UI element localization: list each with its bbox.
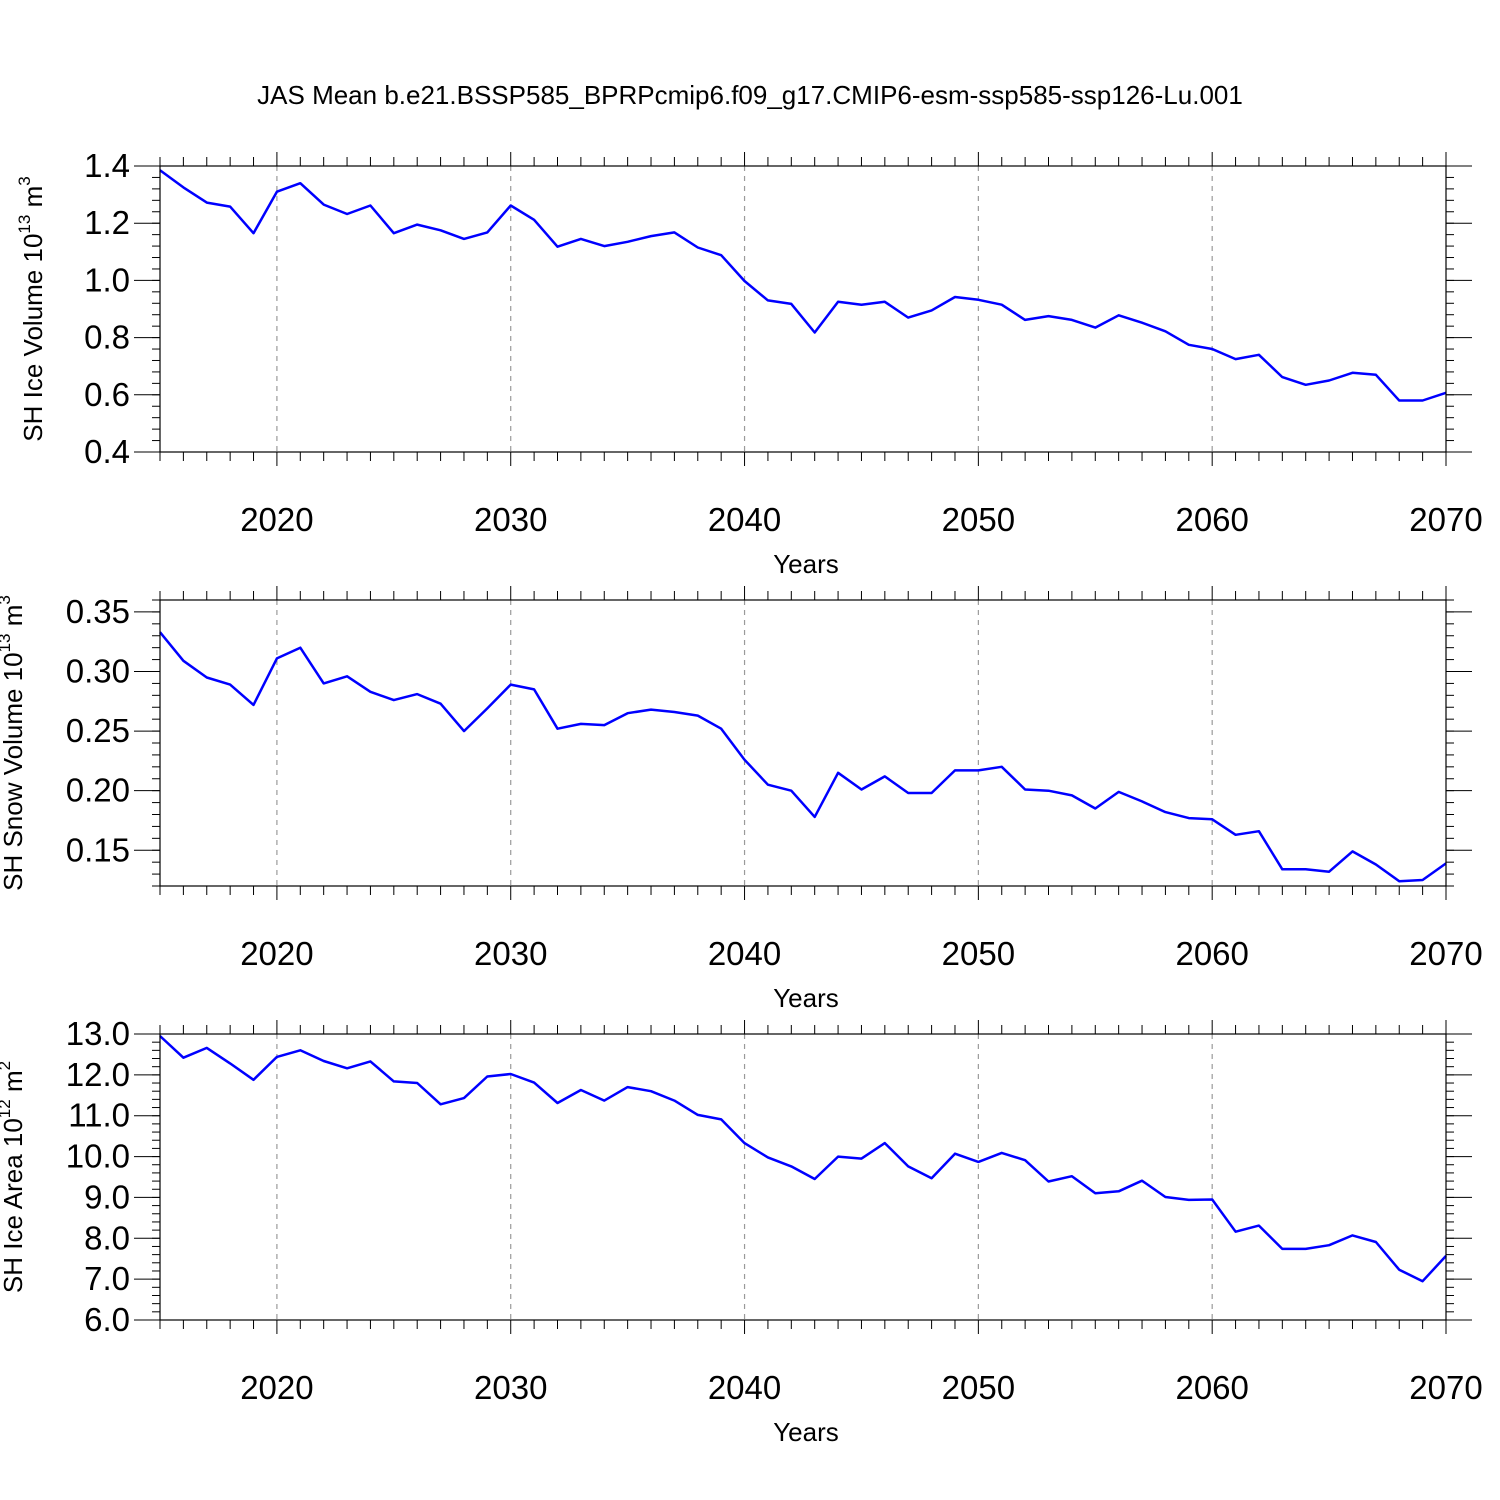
- x-tick-label: 2030: [474, 501, 547, 538]
- y-tick-label: 13.0: [66, 1015, 130, 1052]
- plot-frame: [159, 1033, 1447, 1321]
- panel-ice-volume: 0.4 0.6 0.8 1.0 1.2 1.4 2020 2030 2040 2050 2060 2…: [15, 147, 1483, 579]
- y-tick-label: 1.0: [84, 261, 130, 298]
- y-label-main: SH Ice Area 10: [0, 1118, 28, 1293]
- y-tick-label: 0.15: [66, 831, 130, 868]
- series-line: [159, 169, 1447, 402]
- x-axis-label: Years: [773, 549, 839, 579]
- y-label-unit: m: [0, 605, 28, 634]
- x-tick-label: 2040: [708, 501, 781, 538]
- x-tick-label: 2070: [1409, 935, 1482, 972]
- y-tick-label: 0.30: [66, 653, 130, 690]
- y-label-unit-exponent: 3: [15, 176, 34, 185]
- plot-frame: [159, 165, 1447, 453]
- x-tick-label: 2060: [1175, 935, 1248, 972]
- x-tick-label: 2030: [474, 1369, 547, 1406]
- y-label-exponent: 13: [0, 633, 14, 652]
- y-label-main: SH Ice Volume 10: [18, 234, 48, 442]
- x-tick-label: 2050: [942, 1369, 1015, 1406]
- chart-title: JAS Mean b.e21.BSSP585_BPRPcmip6.f09_g17…: [257, 80, 1243, 110]
- y-tick-label: 0.4: [84, 433, 130, 470]
- x-tick-label: 2040: [708, 1369, 781, 1406]
- y-tick-label: 1.4: [84, 147, 130, 184]
- y-tick-label: 0.35: [66, 593, 130, 630]
- y-label-unit: m: [0, 1070, 28, 1099]
- panel-ice-area: 6.0 7.0 8.0 9.010.0 11.0 12.0 13.0 2020 2030 204…: [0, 1015, 1483, 1447]
- y-axis-label: SH Snow Volume 1013 m3: [0, 595, 28, 891]
- y-label-exponent: 13: [15, 215, 34, 234]
- y-axis-label: SH Ice Area 1012 m2: [0, 1061, 28, 1293]
- y-tick-label: 0.8: [84, 319, 130, 356]
- x-tick-label: 2050: [942, 501, 1015, 538]
- x-axis-label: Years: [773, 1417, 839, 1447]
- y-axis-label: SH Ice Volume 1013 m3: [15, 176, 48, 441]
- x-tick-label: 2050: [942, 935, 1015, 972]
- y-tick-label: 11.0: [68, 1097, 130, 1134]
- y-label-unit-exponent: 3: [0, 595, 14, 604]
- y-label-exponent: 12: [0, 1099, 14, 1118]
- y-label-unit-exponent: 2: [0, 1061, 14, 1070]
- y-tick-label: 8.0: [84, 1219, 130, 1256]
- y-tick-label: 0.25: [66, 712, 130, 749]
- y-tick-label: 12.0: [66, 1056, 130, 1093]
- plot-frame: [159, 599, 1447, 887]
- x-tick-label: 2070: [1409, 501, 1482, 538]
- x-axis-label: Years: [773, 983, 839, 1013]
- x-tick-label: 2020: [240, 501, 313, 538]
- series-line: [159, 631, 1447, 883]
- y-tick-label: 9.0: [84, 1178, 130, 1215]
- y-tick-label: 1.2: [84, 204, 130, 241]
- x-tick-label: 2060: [1175, 501, 1248, 538]
- y-tick-label: 0.6: [84, 376, 130, 413]
- x-tick-label: 2020: [240, 935, 313, 972]
- x-tick-label: 2060: [1175, 1369, 1248, 1406]
- x-tick-label: 2040: [708, 935, 781, 972]
- panel-snow-volume: 0.15 0.20 0.25 0.30 0.35 2020 2030 2040 2050 206…: [0, 586, 1483, 1013]
- x-tick-label: 2030: [474, 935, 547, 972]
- y-tick-label: 0.20: [66, 772, 130, 809]
- x-tick-label: 2020: [240, 1369, 313, 1406]
- y-label-unit: m: [18, 186, 48, 215]
- y-tick-label: 7.0: [84, 1260, 130, 1297]
- y-tick-label: 10.0: [66, 1138, 130, 1175]
- y-tick-label: 6.0: [84, 1301, 130, 1338]
- series-line: [159, 1035, 1447, 1283]
- y-label-main: SH Snow Volume 10: [0, 652, 28, 890]
- x-tick-label: 2070: [1409, 1369, 1482, 1406]
